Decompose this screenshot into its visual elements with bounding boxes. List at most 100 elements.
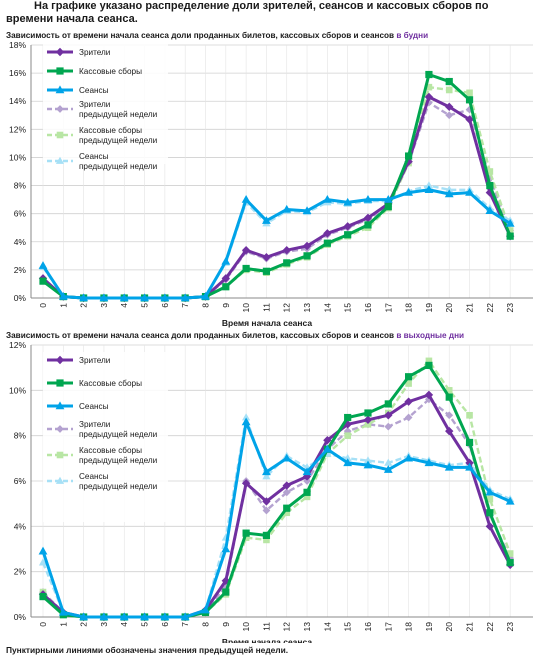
legend-item-sessions_prev: Сеансы предыдущей недели: [47, 152, 157, 171]
series-sessions: [38, 185, 515, 302]
x-tick-label: 19: [424, 622, 434, 632]
legend-swatch-marker: [56, 67, 64, 75]
x-tick-label: 23: [505, 303, 515, 313]
x-tick-label: 11: [261, 622, 271, 631]
data-point: [160, 612, 170, 621]
data-point: [384, 422, 393, 431]
data-point: [262, 216, 271, 224]
data-point: [506, 550, 514, 557]
legend-swatch-marker: [55, 355, 65, 365]
data-point: [282, 488, 291, 497]
x-tick-label: 11: [261, 303, 271, 312]
legend-item-box_office: Кассовые сборы: [47, 379, 142, 388]
data-point: [364, 409, 372, 417]
data-point: [404, 453, 414, 462]
data-point: [39, 277, 47, 285]
data-point: [322, 444, 332, 453]
series-line: [41, 420, 511, 619]
data-point: [241, 479, 251, 488]
data-point: [79, 612, 89, 621]
data-point: [282, 481, 291, 490]
legend-swatch-marker: [56, 379, 64, 387]
data-point: [160, 293, 170, 302]
x-tick-label: 13: [302, 303, 312, 313]
x-tick-label: 4: [119, 303, 129, 308]
legend-label: Сеансы предыдущей недели: [79, 152, 157, 171]
legend-item-viewers_prev: Зрители предыдущей недели: [47, 420, 157, 439]
y-tick-label: 8%: [14, 431, 27, 441]
series-sessions_prev: [38, 181, 515, 301]
legend-item-sessions_prev: Сеансы предыдущей недели: [47, 472, 157, 491]
data-point: [505, 218, 515, 227]
data-point: [119, 612, 129, 621]
y-tick-label: 4%: [14, 237, 27, 247]
legend-label: Кассовые сборы: [79, 379, 142, 388]
x-tick-label: 1: [58, 303, 68, 308]
legend-label: Зрители: [79, 48, 110, 57]
x-tick-label: 18: [404, 303, 414, 313]
x-tick-label: 3: [99, 622, 109, 627]
data-point: [38, 558, 48, 566]
data-point: [465, 187, 474, 196]
data-point: [465, 462, 474, 471]
data-point: [322, 195, 332, 203]
data-point: [283, 259, 291, 267]
legend-swatch-marker: [55, 156, 65, 164]
x-tick-label: 22: [485, 622, 495, 632]
data-point: [425, 70, 433, 79]
x-tick-label: 9: [221, 622, 231, 627]
data-point: [506, 227, 514, 234]
y-tick-label: 6%: [14, 209, 27, 219]
data-point: [383, 465, 393, 473]
data-point: [302, 206, 312, 215]
data-point: [343, 454, 352, 462]
data-point: [465, 438, 474, 447]
data-point: [485, 487, 495, 496]
data-point: [384, 458, 393, 466]
y-tick-label: 18%: [9, 40, 26, 50]
data-point: [262, 267, 271, 275]
legend-label: Кассовые сборы предыдущей недели: [79, 446, 157, 465]
weekend-chart-title-text: Зависимость от времени начала сеанса дол…: [6, 331, 395, 340]
legend-item-sessions: Сеансы: [47, 401, 109, 411]
x-tick-label: 10: [241, 303, 251, 313]
y-tick-label: 12%: [9, 124, 26, 134]
data-point: [425, 83, 433, 91]
legend-label: Сеансы предыдущей недели: [79, 472, 157, 491]
weekday-chart: 0%2%4%6%8%10%12%14%16%18%0 1 2 3 4 5 6 7 8 9 10 11 1…: [9, 40, 533, 328]
x-tick-label: 21: [465, 303, 475, 313]
data-point: [282, 246, 291, 255]
x-tick-label: 6: [160, 303, 170, 308]
legend-item-sessions: Сеансы: [47, 85, 109, 95]
data-point: [363, 415, 373, 424]
data-point: [303, 477, 311, 485]
x-tick-label: 22: [485, 303, 495, 313]
y-tick-label: 0%: [14, 612, 27, 622]
data-point: [344, 432, 351, 439]
data-point: [323, 436, 332, 445]
data-point: [424, 185, 434, 193]
legend-swatch-marker: [56, 425, 64, 433]
data-point: [404, 397, 413, 406]
data-point: [363, 195, 373, 203]
x-tick-label: 2: [79, 622, 89, 627]
data-point: [38, 546, 48, 555]
x-tick-label: 3: [99, 303, 109, 308]
data-point: [242, 529, 250, 537]
x-tick-label: 0: [38, 303, 48, 308]
data-point: [283, 509, 291, 517]
weekday-chart-title-text: Зависимость от времени начала сеанса дол…: [6, 31, 395, 40]
data-point: [242, 413, 251, 421]
data-point: [303, 493, 311, 501]
data-point: [364, 421, 372, 428]
x-tick-label: 20: [444, 622, 454, 632]
page-heading: На графике указано распределение доли зр…: [6, 0, 489, 25]
data-point: [424, 92, 434, 102]
data-point: [506, 232, 514, 240]
x-tick-label: 14: [322, 622, 332, 632]
x-tick-label: 8: [200, 622, 210, 627]
data-point: [404, 413, 413, 422]
data-point: [466, 89, 473, 97]
data-point: [465, 96, 474, 104]
data-point: [486, 509, 494, 517]
